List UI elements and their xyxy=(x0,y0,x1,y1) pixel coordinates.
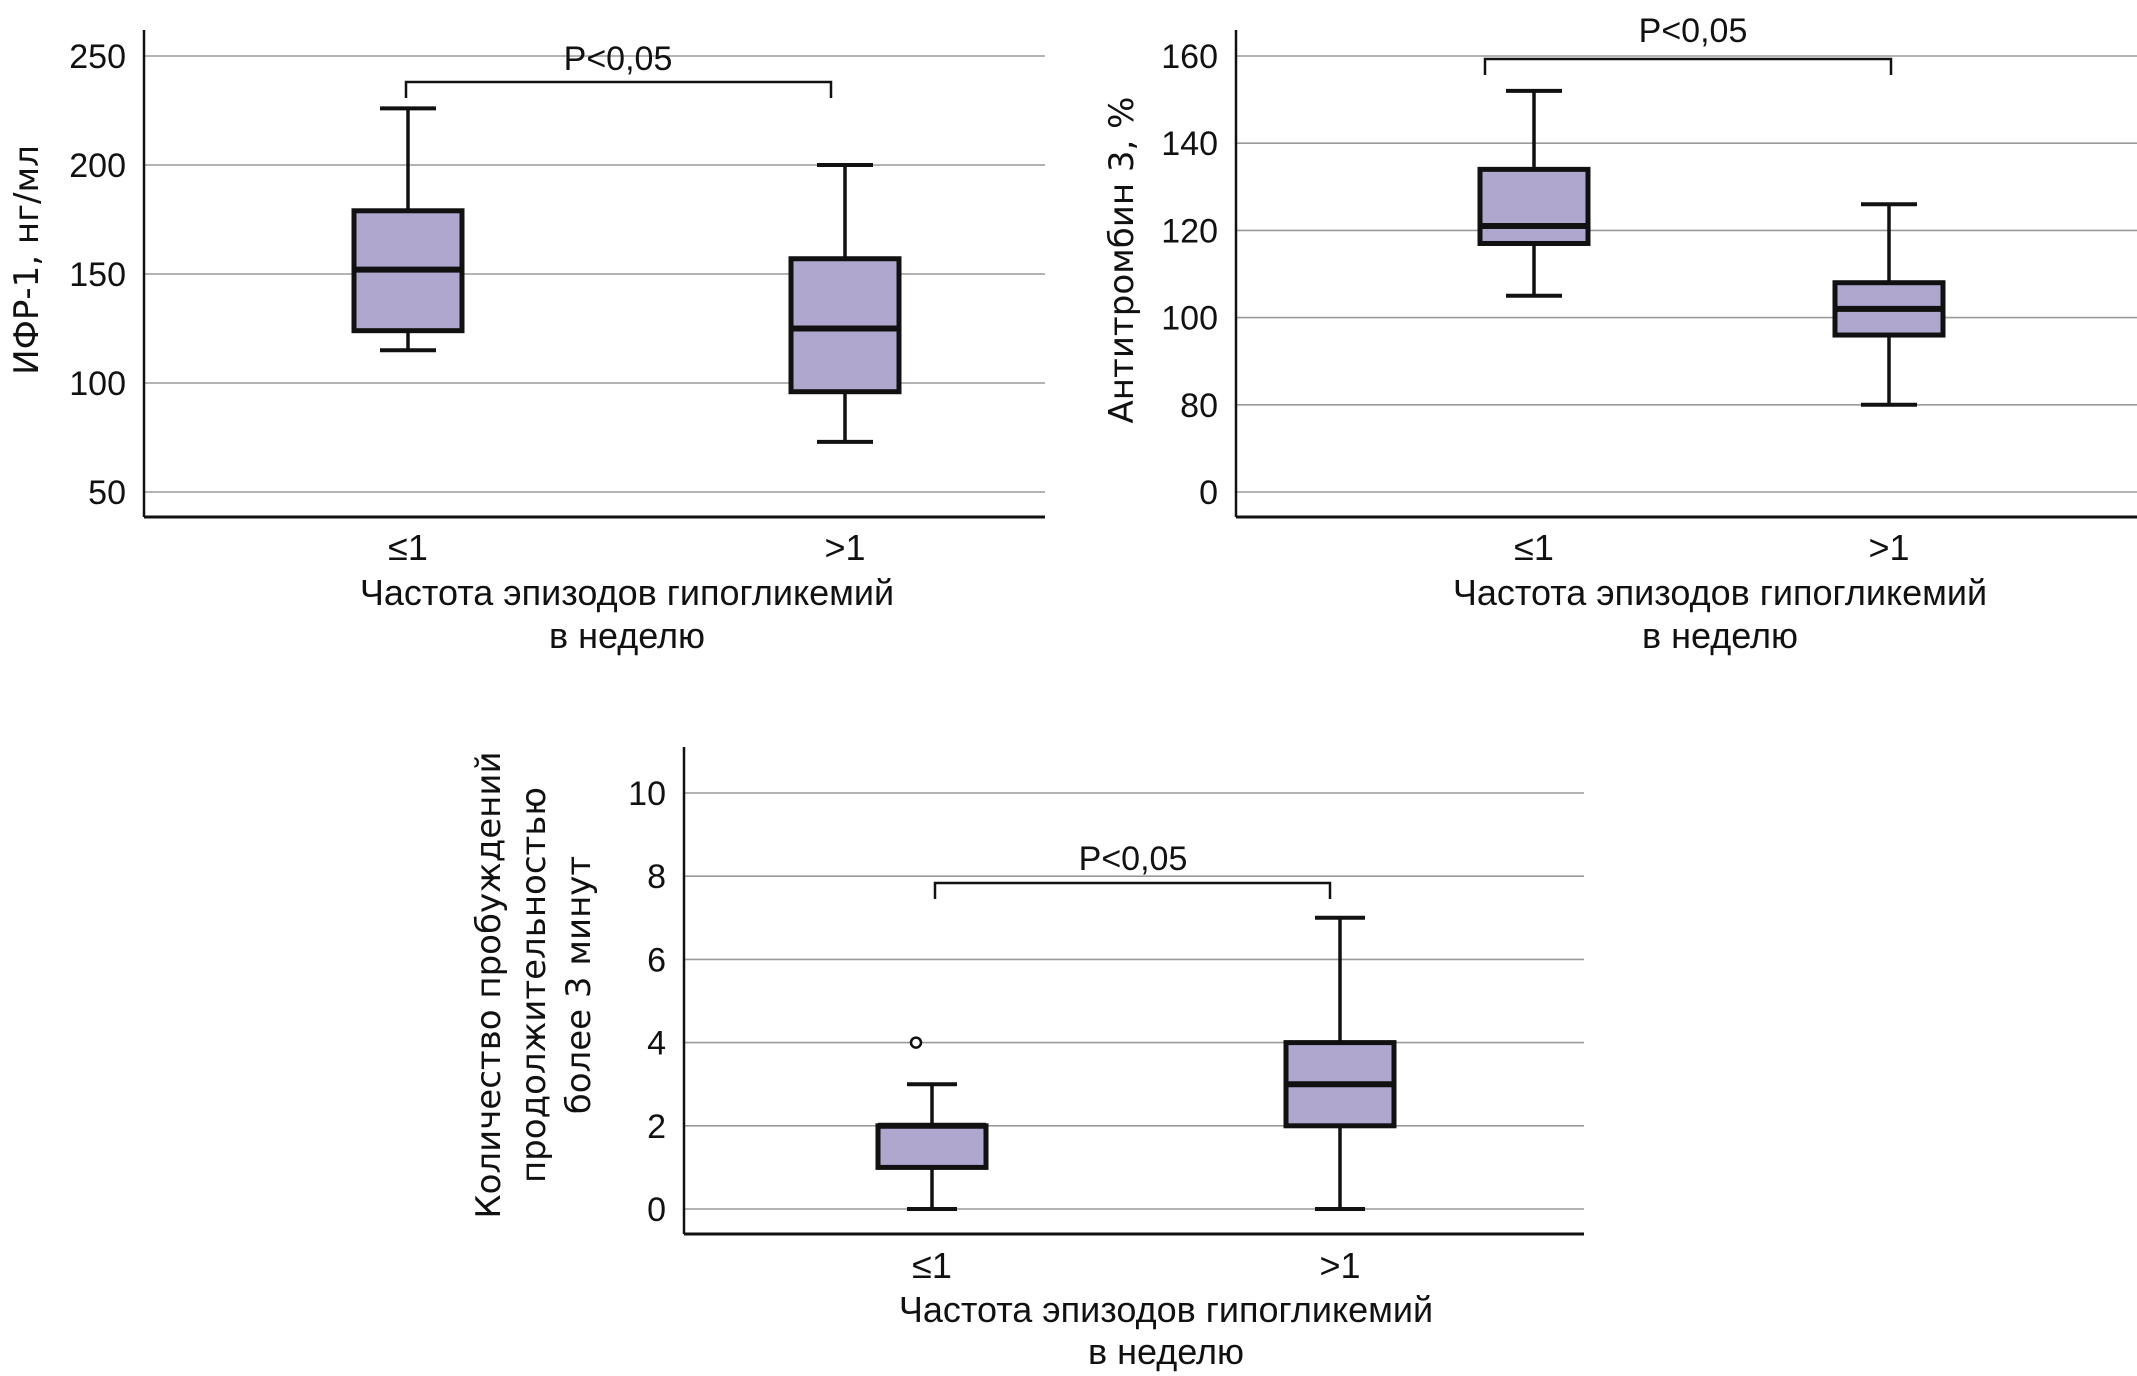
box-le1 xyxy=(351,106,465,353)
iqr-box xyxy=(788,256,902,395)
y-axis-label-line: более 3 минут xyxy=(559,856,599,1115)
box-le1 xyxy=(1477,88,1591,298)
y-axis-label-line: продолжительностью xyxy=(514,787,554,1183)
y-tick-label: 120 xyxy=(1161,212,1218,250)
box-gt1 xyxy=(1832,202,1946,407)
outlier-point xyxy=(909,1036,923,1049)
chart-igf1: 50 100 150 200 250 ИФР-1, нг/мл ≤1 >1 P<0,05 Част… xyxy=(7,30,1045,656)
y-axis-label: ИФР-1, нг/мл xyxy=(7,145,47,375)
box-gt1 xyxy=(788,163,902,444)
y-tick-label: 200 xyxy=(69,147,126,185)
x-axis-label-line: Частота эпизодов гипогликемий xyxy=(360,572,894,613)
x-tick-label: >1 xyxy=(1319,1245,1360,1286)
iqr-box xyxy=(875,1123,989,1170)
x-tick-label: >1 xyxy=(824,527,865,568)
y-tick-label: 0 xyxy=(647,1191,666,1229)
y-tick-label: 80 xyxy=(1180,387,1218,425)
y-tick-label: 50 xyxy=(88,474,126,512)
x-tick-label: ≤1 xyxy=(1514,527,1554,568)
x-tick-label: >1 xyxy=(1868,527,1909,568)
chart-antithrombin: 0 80 100 120 140 160 Антитромбин 3, % ≤1 >1 P<0,0… xyxy=(1102,12,2137,656)
significance-bracket xyxy=(1483,57,1893,75)
x-axis-label-line: в неделю xyxy=(1642,615,1798,656)
iqr-box xyxy=(1477,166,1591,246)
y-tick-label: 100 xyxy=(1161,300,1218,338)
y-tick-label: 10 xyxy=(628,775,666,813)
y-tick-label: 100 xyxy=(69,365,126,403)
y-tick-label: 2 xyxy=(647,1108,666,1146)
x-axis-label-line: в неделю xyxy=(549,615,705,656)
x-axis-label-line: Частота эпизодов гипогликемий xyxy=(899,1289,1433,1330)
y-tick-label: 4 xyxy=(647,1025,666,1063)
y-axis-label-line: Количество пробуждений xyxy=(469,751,509,1218)
significance-bracket xyxy=(933,881,1332,899)
significance-bracket xyxy=(404,80,833,98)
p-value-label: P<0,05 xyxy=(564,40,673,78)
y-tick-label: 160 xyxy=(1161,38,1218,76)
y-tick-label: 8 xyxy=(647,858,666,896)
y-tick-label: 250 xyxy=(69,38,126,76)
y-tick-label: 0 xyxy=(1199,474,1218,512)
p-value-label: P<0,05 xyxy=(1639,12,1748,50)
y-tick-label: 140 xyxy=(1161,125,1218,163)
p-value-label: P<0,05 xyxy=(1079,840,1188,878)
chart-awakenings: 0 2 4 6 8 10 Количество пробуждений продолжител… xyxy=(469,747,1584,1372)
box-le1 xyxy=(875,1036,989,1211)
y-axis-label: Антитромбин 3, % xyxy=(1102,97,1142,424)
x-tick-label: ≤1 xyxy=(388,527,428,568)
x-axis-label-line: в неделю xyxy=(1088,1331,1244,1372)
y-tick-label: 150 xyxy=(69,256,126,294)
y-tick-label: 6 xyxy=(647,941,666,979)
x-axis-label-line: Частота эпизодов гипогликемий xyxy=(1453,572,1987,613)
box-gt1 xyxy=(1283,915,1397,1211)
x-tick-label: ≤1 xyxy=(912,1245,952,1286)
